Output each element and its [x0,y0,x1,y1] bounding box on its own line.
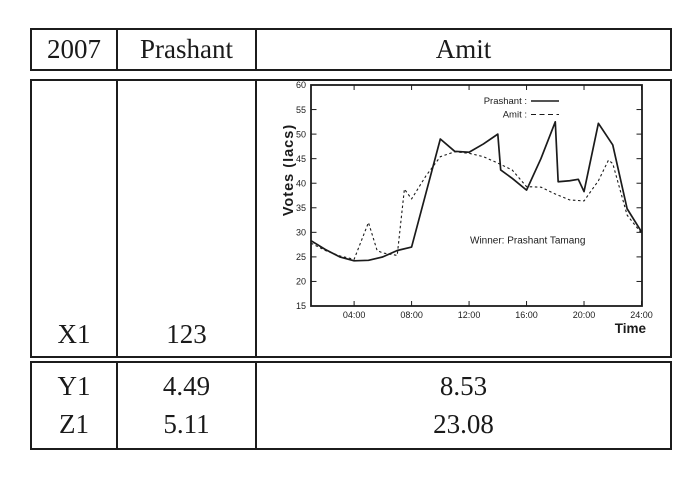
table-body-row: X1 123 [30,79,672,358]
x1-label: X1 [57,319,91,349]
footer-col-prashant-values: 4.49 5.11 [118,363,257,448]
legend-label: Prashant : [484,96,527,107]
x-tick-label: 24:00 [630,310,653,320]
header-cell-year: 2007 [32,30,118,69]
body-cell-x1: X1 [32,81,118,356]
z1-label: Z1 [59,408,89,439]
y-tick-label: 45 [296,154,306,164]
y-tick-label: 40 [296,178,306,188]
series-line-prashant [310,120,643,262]
y-tick-label: 15 [296,301,306,311]
header-cell-prashant: Prashant [118,30,257,69]
table-footer-rows: Y1 Z1 4.49 5.11 8.53 23.08 [30,361,672,450]
body-cell-123: 123 [118,81,257,356]
amit-label: Amit [435,34,492,64]
z1-prashant-value: 5.11 [163,408,210,439]
x-tick-label: 08:00 [400,310,423,320]
z1-amit-value: 23.08 [433,408,494,439]
y1-amit-value: 8.53 [439,371,488,402]
x-tick-label: 12:00 [458,310,481,320]
y-tick-label: 60 [296,80,306,90]
x-tick-label: 20:00 [573,310,596,320]
x1-value: 123 [166,319,207,349]
y-tick-label: 25 [296,252,306,262]
y-axis-title: Votes (lacs) [283,124,297,216]
x-axis-title: Time [615,321,647,336]
winner-annotation: Winner: Prashant Tamang [470,236,585,247]
y1-prashant-value: 4.49 [162,371,211,402]
footer-col-labels: Y1 Z1 [32,363,118,448]
prashant-label: Prashant [140,34,233,64]
table-header-row: 2007 Prashant Amit [30,28,672,71]
y-tick-label: 20 [296,277,306,287]
y-tick-label: 50 [296,129,306,139]
series-line-amit [310,151,642,260]
y-tick-label: 30 [296,228,306,238]
x-tick-label: 04:00 [343,310,366,320]
x-tick-label: 16:00 [515,310,538,320]
legend-label: Amit : [503,110,527,121]
y-tick-label: 55 [296,105,306,115]
y-tick-label: 35 [296,203,306,213]
footer-col-amit-values: 8.53 23.08 [257,363,670,448]
plot-border [310,84,643,307]
header-cell-amit: Amit [257,30,670,69]
y1-label: Y1 [57,371,91,402]
votes-line-chart: 15 20 25 30 35 40 45 50 55 60 04:00 08:00 12:00 16:00… [283,80,653,336]
year-label: 2007 [47,34,101,64]
